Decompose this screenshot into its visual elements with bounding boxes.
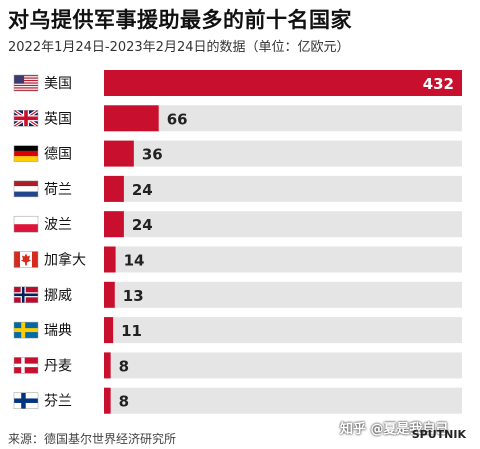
chart-title: 对乌提供军事援助最多的前十名国家	[8, 8, 352, 32]
netherlands-flag-icon	[13, 180, 39, 198]
bar	[104, 140, 134, 167]
category-label: 德国	[44, 147, 72, 163]
category-label: 美国	[44, 76, 72, 92]
bar-row: 德国 36	[13, 140, 462, 167]
finland-flag-icon	[13, 392, 39, 409]
bar-track	[104, 175, 462, 202]
category-label: 瑞典	[44, 323, 72, 339]
bar-row: 美国 432	[13, 70, 462, 96]
bar	[104, 175, 124, 202]
bar-row: 瑞典 11	[13, 317, 462, 344]
category-label: 加拿大	[44, 252, 86, 269]
watermark-text: 知乎 @夏是我自己	[340, 422, 449, 437]
value-label: 11	[121, 322, 142, 340]
category-label: 丹麦	[44, 358, 72, 374]
bar	[104, 281, 115, 308]
bar	[104, 70, 462, 96]
bar	[104, 246, 116, 273]
bar-track	[104, 140, 462, 167]
norway-flag-icon	[13, 286, 39, 304]
bar-track	[104, 246, 462, 273]
bar	[104, 352, 111, 379]
value-label: 8	[119, 393, 129, 411]
denmark-flag-icon	[13, 357, 39, 374]
bar-row: 芬兰 8	[13, 387, 462, 414]
sputnik-logo: SPUTNIK	[411, 428, 466, 441]
chart-subtitle: 2022年1月24日-2023年2月24日的数据（单位：亿欧元）	[8, 40, 350, 55]
canada-flag-icon	[13, 251, 39, 268]
sweden-flag-icon	[13, 321, 39, 339]
value-label: 66	[167, 110, 188, 128]
value-label: 24	[132, 181, 153, 199]
bar-track	[104, 387, 462, 414]
value-label: 24	[132, 216, 153, 234]
poland-flag-icon	[13, 215, 39, 233]
bar	[104, 317, 114, 344]
us-flag-icon	[13, 74, 39, 92]
category-label: 荷兰	[44, 182, 72, 198]
bar-row: 挪威 13	[13, 281, 462, 308]
bar	[104, 105, 159, 132]
bar-track	[104, 317, 462, 344]
bar-track	[104, 281, 462, 308]
category-label: 芬兰	[44, 394, 72, 410]
bar-row: 加拿大 14	[13, 246, 462, 273]
bar-row: 波兰 24	[13, 211, 462, 238]
value-label: 8	[119, 357, 129, 375]
bar	[104, 211, 124, 238]
value-label: 36	[142, 146, 163, 164]
bar-track	[104, 211, 462, 238]
source-note: 来源：德国基尔世界经济研究所	[8, 432, 177, 446]
uk-flag-icon	[13, 110, 39, 127]
bar-row: 英国 66	[13, 105, 462, 132]
value-label: 14	[124, 252, 145, 270]
germany-flag-icon	[13, 145, 39, 162]
category-label: 英国	[44, 110, 72, 127]
value-label: 13	[123, 287, 144, 305]
bar-row: 丹麦 8	[13, 352, 462, 379]
bar-track	[104, 352, 462, 379]
bar-track	[104, 105, 462, 132]
category-label: 波兰	[44, 217, 72, 233]
value-label: 432	[423, 75, 454, 93]
bar-row: 荷兰 24	[13, 175, 462, 202]
category-label: 挪威	[44, 288, 72, 304]
bar	[104, 387, 111, 414]
